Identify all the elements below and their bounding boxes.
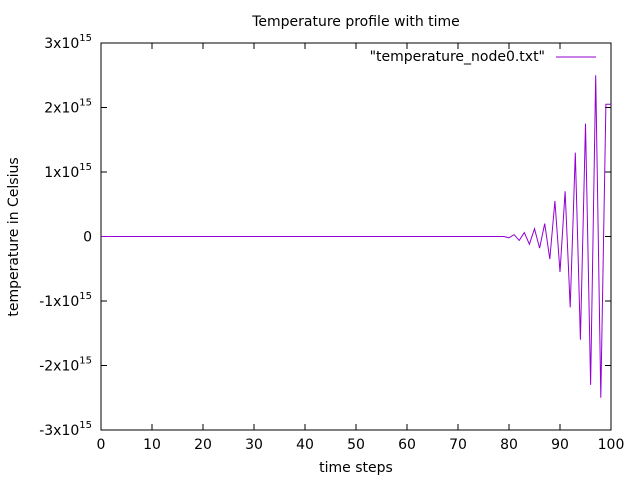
x-tick-label: 20 [194, 437, 212, 453]
x-tick-label: 100 [598, 437, 625, 453]
x-tick-label: 40 [296, 437, 314, 453]
series-line-temperature-node0 [101, 75, 611, 398]
chart-title: Temperature profile with time [251, 14, 460, 30]
x-tick-label: 60 [398, 437, 416, 453]
x-axis-label: time steps [319, 460, 393, 476]
x-tick-label: 70 [449, 437, 467, 453]
x-tick-label: 0 [97, 437, 106, 453]
y-tick-label: 1x1015 [44, 162, 92, 181]
y-tick-label: -1x1015 [39, 291, 92, 310]
axes: 0 10 20 30 40 50 60 70 80 90 100 3x1015 2x1015 1x1015… [39, 33, 624, 453]
y-tick-label: 2x1015 [44, 98, 92, 117]
legend-label: "temperature_node0.txt" [370, 49, 545, 65]
x-tick-label: 30 [245, 437, 263, 453]
x-tick-label: 80 [500, 437, 518, 453]
y-tick-label: -2x1015 [39, 356, 92, 375]
y-tick-label: 3x1015 [44, 33, 92, 52]
y-tick-label: 0 [83, 230, 92, 246]
y-tick-label: -3x1015 [39, 420, 92, 439]
x-tick-label: 50 [347, 437, 365, 453]
x-tick-label: 10 [143, 437, 161, 453]
x-tick-label: 90 [551, 437, 569, 453]
legend: "temperature_node0.txt" [370, 49, 596, 65]
y-axis-label: temperature in Celsius [6, 157, 22, 316]
